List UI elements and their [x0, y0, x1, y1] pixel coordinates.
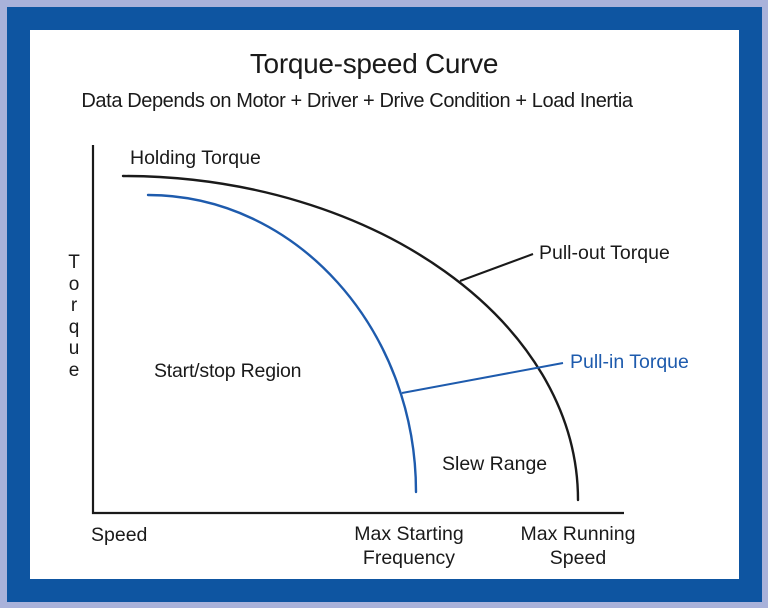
- max-starting-frequency-label: Max Starting Frequency: [354, 523, 464, 569]
- pull-in-leader-line: [401, 362, 564, 394]
- diagram-panel: [7, 7, 762, 602]
- axes-lines: [91, 145, 624, 515]
- diagram-title: Torque-speed Curve: [249, 48, 499, 79]
- pull-out-torque-label: Pull-out Torque: [539, 242, 670, 264]
- start-stop-region-label: Start/stop Region: [154, 360, 302, 382]
- diagram-subtitle: Data Depends on Motor + Driver + Drive C…: [81, 90, 633, 112]
- holding-torque-label: Holding Torque: [130, 147, 261, 169]
- pull-in-torque-label: Pull-in Torque: [570, 351, 689, 373]
- pull-out-leader-line: [459, 253, 534, 282]
- pull-out-torque-curve: [121, 174, 580, 502]
- x-axis-label-speed: Speed: [91, 524, 148, 546]
- slew-range-label: Slew Range: [442, 453, 548, 475]
- pull-in-torque-curve: [146, 193, 418, 494]
- y-axis-label-torque: T o r q u e: [68, 252, 80, 381]
- max-running-speed-label: Max Running Speed: [520, 523, 636, 569]
